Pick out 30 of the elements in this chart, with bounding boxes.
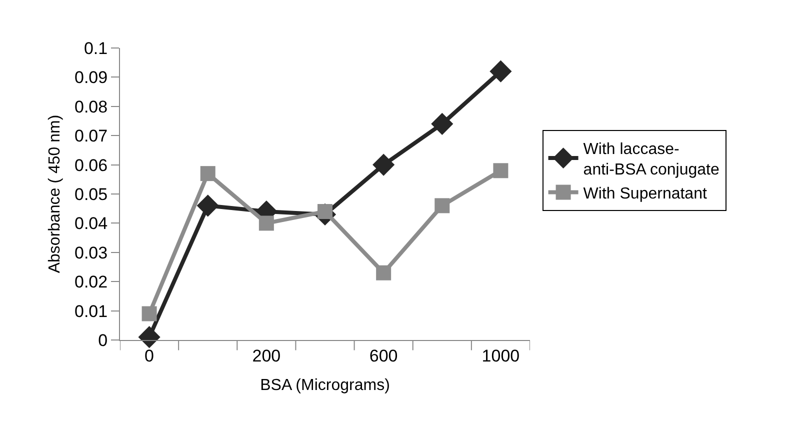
point — [258, 216, 274, 231]
point — [493, 163, 508, 178]
x-tick-label: 200 — [252, 346, 281, 366]
x-tick-label: 0 — [144, 346, 154, 366]
y-tick-label: 0.08 — [74, 97, 108, 116]
x-tick-label: 1000 — [482, 346, 520, 366]
point — [431, 112, 454, 135]
point — [138, 326, 160, 348]
y-tick-label: 0.09 — [74, 68, 108, 88]
point — [142, 306, 157, 322]
point — [434, 198, 450, 214]
point — [372, 154, 395, 176]
y-tick-label: 0.04 — [74, 214, 108, 234]
y-axis-title: Absorbance ( 450 nm) — [46, 114, 64, 274]
y-tick-label: 0.06 — [74, 156, 108, 175]
legend-label: With laccase-anti-BSA conjugate — [583, 140, 720, 179]
point — [200, 166, 216, 182]
point — [376, 265, 392, 280]
x-axis-title: BSA (Micrograms) — [260, 377, 390, 394]
y-tick-label: 0.03 — [74, 243, 108, 262]
x-tick-label: 600 — [369, 346, 398, 366]
y-tick-label: 0.02 — [74, 272, 108, 292]
y-tick-label: 0.1 — [84, 38, 108, 58]
y-tick-label: 0 — [98, 330, 108, 350]
y-tick-label: 0.07 — [74, 126, 108, 146]
point — [196, 194, 219, 217]
y-tick-label: 0.05 — [74, 184, 108, 204]
legend-label: With Supernatant — [583, 186, 708, 202]
y-tick-label: 0.01 — [74, 302, 108, 321]
point — [490, 60, 512, 82]
